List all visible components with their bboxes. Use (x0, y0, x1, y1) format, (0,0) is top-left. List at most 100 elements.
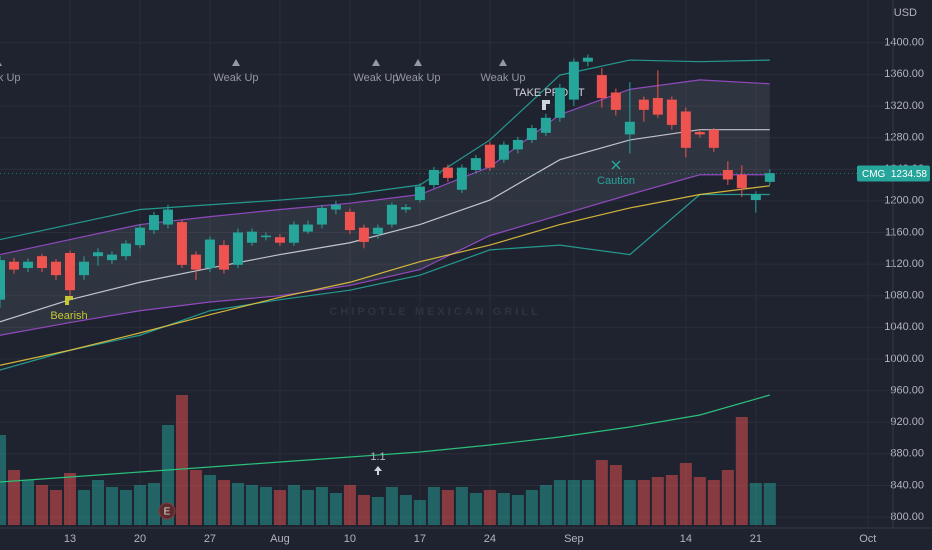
y-tick-label: 1400.00 (884, 37, 924, 49)
candle-body (736, 174, 747, 189)
candle-body (526, 128, 537, 140)
y-tick-label: 840.00 (890, 479, 924, 491)
volume-bar (693, 477, 706, 525)
indicator-line (0, 129, 770, 323)
volume-bar (77, 490, 90, 525)
volume-bar (595, 460, 608, 525)
volume-bar (245, 485, 258, 525)
x-tick-label: Aug (270, 533, 290, 545)
volume-bar (231, 483, 244, 525)
signal-label: Weak Up (213, 72, 258, 84)
signal-icon (414, 59, 422, 66)
y-tick-label: 960.00 (890, 384, 924, 396)
arrow-icon (374, 466, 382, 475)
candle-body (302, 224, 313, 232)
volume-bar (749, 483, 762, 525)
earnings-marker (158, 502, 176, 520)
volume-bar (0, 435, 6, 525)
volume-bar (553, 480, 566, 525)
volume-bar (721, 470, 734, 525)
volume-bar (105, 487, 118, 525)
candle-body (400, 207, 411, 210)
volume-bar (609, 465, 622, 525)
volume-bar (7, 470, 20, 525)
price-tag-symbol: CMG (862, 169, 886, 180)
earnings-label: E (164, 507, 171, 518)
candle-body (204, 239, 215, 269)
signal-label: 1.1 (370, 451, 385, 463)
volume-bar (189, 470, 202, 525)
candle-body (694, 132, 705, 135)
candle-body (568, 61, 579, 100)
candle-body (176, 222, 187, 265)
candle-body (190, 254, 201, 270)
volume-bar (259, 487, 272, 525)
x-tick-label: 14 (680, 533, 692, 545)
volume-bar (315, 487, 328, 525)
indicator-line (0, 174, 770, 336)
volume-bar (273, 490, 286, 525)
indicator-line (0, 79, 770, 256)
candle-body (764, 173, 775, 182)
volume-bar (329, 493, 342, 525)
price-tag-value: 1234.58 (891, 169, 928, 180)
signal-icon (0, 62, 2, 66)
y-tick-label: 800.00 (890, 511, 924, 523)
candle-body (638, 99, 649, 110)
x-tick-label: 13 (64, 533, 76, 545)
y-tick-label: 880.00 (890, 448, 924, 460)
volume-bar (287, 485, 300, 525)
volume-bar (735, 417, 748, 525)
indicator-line (0, 185, 770, 366)
indicator-line (0, 59, 770, 241)
signal-label: Weak Up (480, 72, 525, 84)
volume-bar (385, 487, 398, 525)
volume-bar (623, 480, 636, 525)
signal-icon (232, 59, 240, 66)
volume-bar (455, 487, 468, 525)
y-tick-label: 1040.00 (884, 321, 924, 333)
candle-body (750, 194, 761, 201)
candle-body (358, 227, 369, 242)
candle-body (414, 186, 425, 201)
signal-label: Weak Up (353, 72, 398, 84)
volume-bar (49, 490, 62, 525)
candle-body (596, 75, 607, 99)
volume-bar (441, 490, 454, 525)
candle-body (540, 117, 551, 133)
candle-body (316, 207, 327, 225)
volume-bar (651, 477, 664, 525)
volume-bar (147, 483, 160, 525)
candle-body (64, 253, 75, 291)
y-tick-label: 1000.00 (884, 353, 924, 365)
candle-body (36, 256, 47, 269)
volume-bar (203, 475, 216, 525)
candle-body (0, 260, 5, 300)
flag-icon (542, 100, 550, 110)
volume-bar (511, 495, 524, 525)
candle-body (344, 211, 355, 231)
y-tick-label: 1280.00 (884, 131, 924, 143)
price-tag (857, 165, 930, 182)
candle-body (708, 129, 719, 148)
candle-body (330, 204, 341, 210)
volume-bar (91, 480, 104, 525)
volume-bar (133, 485, 146, 525)
volume-bar (63, 473, 76, 525)
candle-body (470, 158, 481, 170)
volume-bar (581, 480, 594, 525)
candle-body (78, 261, 89, 276)
candle-body (582, 57, 593, 62)
candle-body (652, 98, 663, 115)
y-tick-label: 1200.00 (884, 195, 924, 207)
candle-body (218, 245, 229, 270)
volume-bar (119, 490, 132, 525)
candle-body (554, 87, 565, 118)
x-tick-label: Sep (564, 533, 584, 545)
indicator-line (0, 193, 770, 371)
x-tick-label: 27 (204, 533, 216, 545)
volume-ma-line (0, 394, 770, 483)
candle-body (428, 169, 439, 186)
volume-bar (427, 487, 440, 525)
